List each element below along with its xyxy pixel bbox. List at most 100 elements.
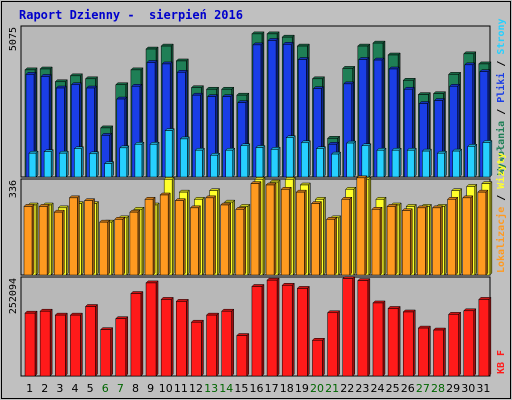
x-label-day-26: 26 bbox=[401, 382, 415, 395]
bar-strony-6 bbox=[104, 161, 115, 178]
bar-strony-10 bbox=[164, 127, 175, 178]
bar-strony-26 bbox=[406, 147, 417, 178]
x-label-day-31: 31 bbox=[476, 382, 490, 395]
x-label-day-10: 10 bbox=[159, 382, 173, 395]
x-label-day-7: 7 bbox=[117, 382, 124, 395]
bar-kbf-13 bbox=[205, 312, 220, 377]
bar-kbf-23 bbox=[357, 277, 371, 377]
x-label-day-3: 3 bbox=[56, 382, 63, 395]
x-label-day-20: 20 bbox=[310, 382, 324, 395]
y-max-label-1: 5075 bbox=[8, 27, 19, 51]
x-label-day-17: 17 bbox=[265, 382, 279, 395]
bar-lokalizacje-7 bbox=[114, 216, 126, 276]
x-label-day-12: 12 bbox=[189, 382, 203, 395]
bar-lokalizacje-16 bbox=[250, 180, 262, 276]
x-label-day-8: 8 bbox=[132, 382, 139, 395]
bar-lokalizacje-28 bbox=[431, 205, 444, 276]
bar-strony-1 bbox=[28, 150, 39, 178]
x-label-day-19: 19 bbox=[295, 382, 309, 395]
bar-strony-2 bbox=[43, 149, 54, 178]
bar-strony-8 bbox=[134, 141, 145, 178]
bar-strony-14 bbox=[225, 147, 236, 178]
bar-kbf-22 bbox=[342, 276, 356, 377]
bar-strony-27 bbox=[421, 148, 432, 178]
bar-lokalizacje-8 bbox=[129, 209, 141, 276]
bar-kbf-29 bbox=[448, 311, 462, 377]
y-max-label-3: 252094 bbox=[8, 278, 19, 314]
bar-kbf-25 bbox=[387, 305, 401, 377]
bar-kbf-8 bbox=[130, 290, 144, 377]
bar-kbf-7 bbox=[115, 316, 129, 377]
bar-lokalizacje-17 bbox=[265, 182, 277, 276]
x-label-day-4: 4 bbox=[71, 382, 78, 395]
bar-kbf-11 bbox=[175, 298, 189, 377]
bar-lokalizacje-4 bbox=[68, 195, 80, 276]
bar-lokalizacje-20 bbox=[310, 200, 323, 276]
y-max-label-2: 336 bbox=[8, 180, 19, 198]
bar-kbf-26 bbox=[402, 309, 416, 377]
legend-middle-part-2: / bbox=[496, 189, 507, 207]
bar-kbf-3 bbox=[54, 312, 68, 377]
bar-strony-24 bbox=[376, 147, 387, 178]
x-label-day-30: 30 bbox=[461, 382, 475, 395]
bar-kbf-20 bbox=[311, 337, 326, 377]
x-label-day-9: 9 bbox=[147, 382, 154, 395]
bar-lokalizacje-22 bbox=[341, 196, 353, 276]
legend-top: Wywołania / Pliki / Strony bbox=[495, 18, 507, 175]
bar-strony-29 bbox=[452, 148, 463, 178]
x-label-day-29: 29 bbox=[446, 382, 460, 395]
x-label-day-16: 16 bbox=[250, 382, 264, 395]
bar-kbf-31 bbox=[478, 296, 492, 377]
bar-strony-12 bbox=[194, 147, 206, 178]
bar-strony-19 bbox=[300, 140, 311, 178]
bar-lokalizacje-24 bbox=[371, 206, 383, 276]
x-label-day-15: 15 bbox=[234, 382, 248, 395]
bar-strony-31 bbox=[482, 139, 493, 178]
bar-strony-18 bbox=[285, 135, 296, 178]
legend-middle-part-3: Wizyty bbox=[495, 153, 507, 189]
bar-kbf-16 bbox=[251, 283, 265, 377]
bar-kbf-1 bbox=[24, 310, 38, 377]
bar-lokalizacje-3 bbox=[53, 209, 65, 276]
bar-lokalizacje-23 bbox=[356, 175, 368, 276]
legend-bottom: KB F bbox=[496, 350, 507, 374]
bar-lokalizacje-2 bbox=[38, 203, 50, 276]
bar-lokalizacje-9 bbox=[144, 196, 156, 276]
bar-strony-16 bbox=[255, 144, 266, 178]
bar-strony-30 bbox=[467, 143, 478, 178]
x-label-day-18: 18 bbox=[280, 382, 294, 395]
bar-strony-22 bbox=[346, 140, 357, 178]
bar-kbf-28 bbox=[432, 327, 447, 377]
x-label-day-14: 14 bbox=[219, 382, 233, 395]
x-label-day-1: 1 bbox=[26, 382, 33, 395]
legend-top-part-1: Wywołania bbox=[495, 121, 507, 175]
legend-middle-part-1: Lokalizacje bbox=[495, 207, 507, 273]
bar-kbf-18 bbox=[281, 282, 295, 377]
x-label-day-23: 23 bbox=[355, 382, 369, 395]
x-label-day-5: 5 bbox=[87, 382, 94, 395]
legend-middle: Lokalizacje / Wizyty bbox=[495, 153, 507, 273]
bar-lokalizacje-31 bbox=[477, 189, 489, 276]
bar-lokalizacje-11 bbox=[174, 198, 186, 276]
bar-strony-25 bbox=[391, 147, 402, 178]
legend-top-part-5: Strony bbox=[496, 18, 507, 54]
bar-kbf-12 bbox=[190, 319, 205, 377]
bar-lokalizacje-14 bbox=[220, 202, 232, 276]
bar-kbf-17 bbox=[266, 277, 280, 377]
bar-lokalizacje-1 bbox=[23, 203, 35, 276]
x-label-day-21: 21 bbox=[325, 382, 339, 395]
bar-lokalizacje-12 bbox=[189, 205, 202, 276]
legend-top-part-4: / bbox=[496, 55, 507, 73]
x-label-day-24: 24 bbox=[371, 382, 385, 395]
bar-strony-9 bbox=[149, 141, 160, 178]
bar-strony-3 bbox=[58, 150, 69, 178]
bar-kbf-2 bbox=[39, 308, 53, 377]
legend-bottom-part-1: KB F bbox=[496, 350, 507, 374]
bar-kbf-6 bbox=[100, 327, 114, 377]
page-title: Raport Dzienny - sierpień 2016 bbox=[19, 8, 243, 22]
bar-strony-23 bbox=[361, 143, 372, 178]
bar-kbf-10 bbox=[160, 296, 174, 377]
bar-kbf-19 bbox=[296, 285, 310, 377]
bar-lokalizacje-27 bbox=[416, 205, 428, 276]
